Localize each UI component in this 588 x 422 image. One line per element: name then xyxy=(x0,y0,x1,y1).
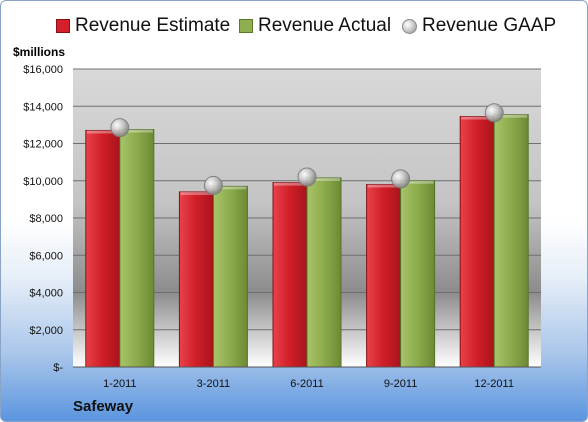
bar-revenue-estimate-top-highlight xyxy=(367,184,400,188)
bar-revenue-estimate-top-highlight xyxy=(461,116,494,120)
y-tick-label: $14,000 xyxy=(23,101,63,113)
legend-item-actual: Revenue Actual xyxy=(239,15,391,37)
legend-item-estimate: Revenue Estimate xyxy=(56,15,230,37)
marker-revenue-gaap xyxy=(203,175,223,195)
x-tick-label: 9-2011 xyxy=(384,378,417,390)
x-tick-label: 3-2011 xyxy=(197,378,230,390)
marker-revenue-gaap xyxy=(391,169,411,189)
legend-marker-gaap xyxy=(402,18,417,34)
legend-item-gaap: Revenue GAAP xyxy=(402,15,556,37)
bar-revenue-actual xyxy=(306,177,342,368)
y-tick-label: $16,000 xyxy=(23,64,63,76)
bar-revenue-actual xyxy=(119,129,155,368)
bar-revenue-estimate-top-highlight xyxy=(180,191,213,195)
marker-revenue-gaap xyxy=(484,103,504,123)
y-tick-label: $12,000 xyxy=(23,139,63,151)
x-tick-label: 6-2011 xyxy=(290,378,323,390)
bar-revenue-estimate xyxy=(85,129,121,368)
bar-revenue-estimate xyxy=(272,182,308,368)
marker-revenue-gaap xyxy=(297,167,317,187)
bar-revenue-estimate-top-highlight xyxy=(86,130,119,134)
legend: Revenue Estimate Revenue Actual Revenue … xyxy=(1,15,587,43)
bar-revenue-actual xyxy=(493,114,529,368)
y-tick-label: $2,000 xyxy=(29,325,63,337)
legend-swatch-actual xyxy=(239,19,253,33)
y-tick-label: $- xyxy=(53,362,63,374)
bar-revenue-actual-top-highlight xyxy=(308,177,340,181)
bar-revenue-actual-top-highlight xyxy=(495,114,528,118)
bar-revenue-estimate xyxy=(178,191,214,368)
legend-swatch-estimate xyxy=(56,19,70,33)
bar-revenue-actual xyxy=(400,180,436,368)
bar-revenue-estimate-top-highlight xyxy=(274,182,306,186)
bar-revenue-actual xyxy=(212,185,248,368)
bar-revenue-actual-top-highlight xyxy=(120,129,153,133)
bar-revenue-actual-top-highlight xyxy=(214,186,247,190)
marker-revenue-gaap xyxy=(110,118,130,138)
x-tick-label: 12-2011 xyxy=(474,378,514,390)
legend-label-actual: Revenue Actual xyxy=(258,15,392,36)
bar-revenue-actual-top-highlight xyxy=(401,180,434,184)
bar-revenue-estimate xyxy=(459,115,495,368)
bar-revenue-estimate xyxy=(366,183,402,368)
x-tick-label: 1-2011 xyxy=(103,378,136,390)
legend-label-gaap: Revenue GAAP xyxy=(422,15,557,36)
legend-label-estimate: Revenue Estimate xyxy=(75,15,231,36)
y-unit-label: $millions xyxy=(13,45,66,59)
y-tick-label: $8,000 xyxy=(29,213,63,225)
y-tick-label: $4,000 xyxy=(29,288,63,300)
y-tick-label: $6,000 xyxy=(29,250,63,262)
company-label: Safeway xyxy=(73,398,134,415)
y-tick-label: $10,000 xyxy=(23,176,63,188)
